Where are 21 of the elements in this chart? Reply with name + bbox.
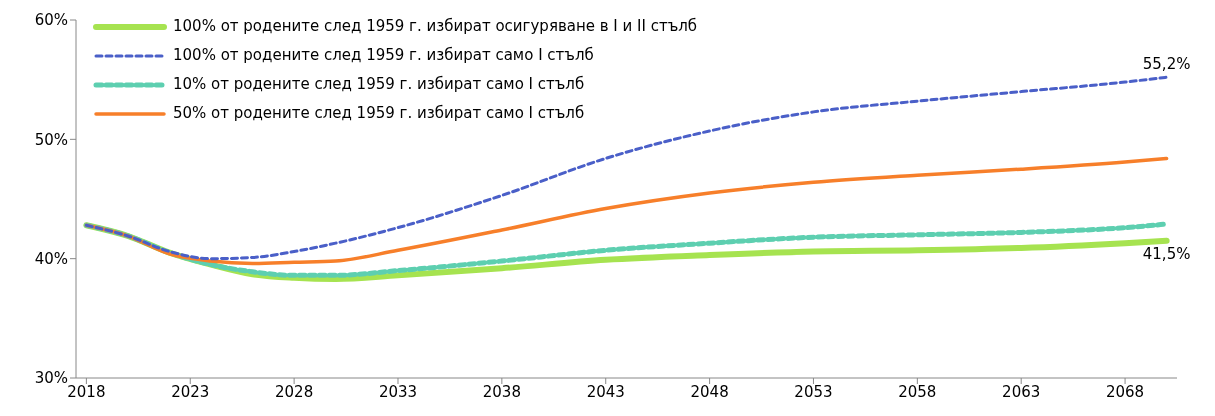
legend-label: 10% от родените след 1959 г. избират само I стълб	[173, 74, 585, 95]
y-tick-label: 50%	[34, 130, 68, 149]
y-tick-label: 30%	[34, 369, 68, 388]
x-tick-label: 2018	[67, 382, 106, 401]
x-tick-label: 2053	[794, 382, 833, 401]
annotation: 41,5%	[1142, 245, 1191, 264]
x-tick-label: 2048	[690, 382, 729, 401]
x-tick-label: 2038	[482, 382, 521, 401]
x-tick-label: 2068	[1105, 382, 1145, 401]
x-tick-label: 2058	[898, 382, 937, 401]
legend-label: 100% от родените след 1959 г. избират само I стълб	[173, 45, 594, 66]
x-tick-label: 2028	[275, 382, 314, 401]
x-tick-label: 2033	[378, 382, 418, 401]
annotation: 55,2%	[1142, 55, 1191, 74]
legend-label: 50% от родените след 1959 г. избират само I стълб	[173, 103, 585, 124]
legend-label: 100% от родените след 1959 г. избират осигуряване в I и II стълб	[173, 16, 698, 37]
x-tick-label: 2023	[171, 382, 210, 401]
y-tick-label: 60%	[34, 11, 68, 30]
x-tick-label: 2063	[1002, 382, 1041, 401]
y-tick-label: 40%	[34, 249, 68, 268]
x-tick-label: 2043	[586, 382, 625, 401]
